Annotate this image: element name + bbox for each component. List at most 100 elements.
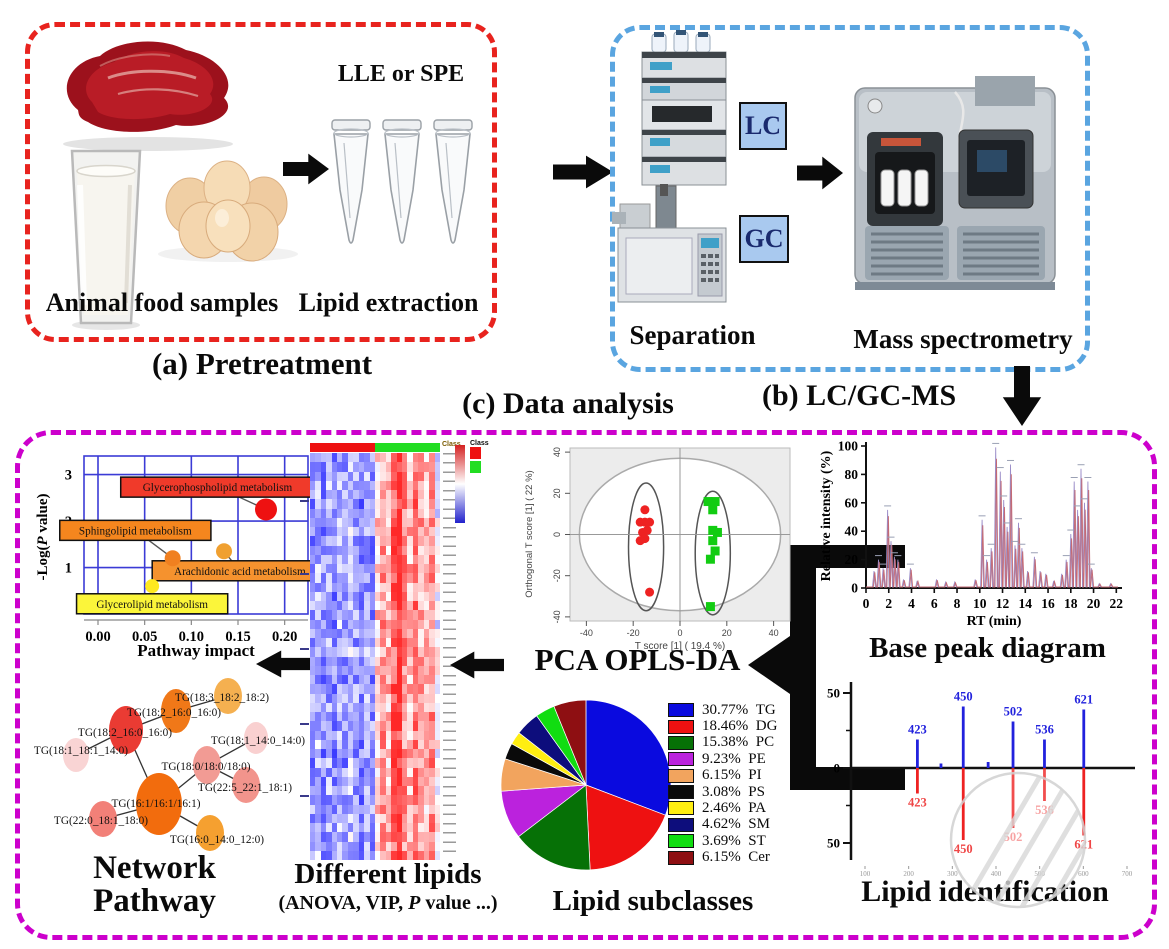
eggs-icon [158,160,298,262]
stats-caption-p: P [408,892,421,914]
pie-legend-swatch [668,834,694,849]
svg-text:Relative intensity (%): Relative intensity (%) [819,450,834,581]
pie-legend-item: 15.38% PC [668,734,777,750]
svg-text:TG(22:5_22:1_18:1): TG(22:5_22:1_18:1) [198,782,292,794]
svg-text:8: 8 [954,596,961,611]
gc-instrument-icon [612,184,727,303]
pie-caption: Lipid subclasses [552,885,754,917]
ms-caption: Mass spectrometry [853,324,1073,354]
svg-text:0: 0 [552,532,562,537]
pie-legend-item: 9.23% PE [668,750,777,767]
heatmap-class-annotation [310,443,440,452]
pie-legend-swatch [668,752,694,767]
svg-text:200: 200 [903,870,914,878]
pie-legend-swatch [668,850,694,865]
svg-text:20: 20 [722,628,732,638]
svg-text:2: 2 [885,596,892,611]
pie-legend-item: 6.15% PI [668,767,777,784]
svg-text:1: 1 [65,561,72,577]
svg-text:536: 536 [1035,803,1054,817]
pie-legend-swatch [668,719,694,734]
svg-text:6: 6 [931,596,938,611]
svg-text:Pathway impact: Pathway impact [137,641,255,660]
bpc-caption: Base peak diagram [869,632,1106,664]
svg-text:40: 40 [769,628,779,638]
svg-text:16: 16 [1041,596,1055,611]
data-analysis-heading: (c) Data analysis [462,387,674,420]
heatmap-annotation-label: Class [442,441,461,448]
svg-text:20: 20 [552,488,562,498]
lcgcms-panel [610,25,1090,372]
pie-legend-item: 6.15% Cer [668,849,777,866]
pretreatment-heading: (a) Pretreatment [151,346,373,381]
legend-red-swatch [470,447,481,459]
svg-text:3: 3 [65,468,72,484]
network-caption-line2: Pathway [93,883,216,919]
svg-text:40: 40 [552,447,562,457]
svg-text:621: 621 [1074,693,1093,707]
svg-text:0.10: 0.10 [179,629,204,645]
svg-text:RT (min): RT (min) [967,614,1022,629]
pie-legend-label: 6.15% Cer [702,849,770,866]
pie-legend-item: 3.69% ST [668,833,777,849]
pie-legend-swatch [668,735,694,750]
milk-glass-icon [70,149,142,330]
svg-text:Orthogonal T score [1] ( 22 %): Orthogonal T score [1] ( 22 %) [524,470,535,597]
svg-text:80: 80 [845,467,859,482]
svg-text:502: 502 [1004,705,1023,719]
pathway-impact-chart: 0.000.050.100.150.20123-Log(P value)Path… [35,455,329,660]
svg-text:502: 502 [1004,830,1023,844]
svg-text:0.20: 0.20 [272,629,297,645]
svg-text:50: 50 [827,686,840,701]
svg-text:TG(22:0_18:1_18:0): TG(22:0_18:1_18:0) [54,815,148,827]
svg-text:-20: -20 [552,569,562,582]
opls-da-chart: -40 -20 0 20 40 -40 -20 0 20 40 Orthogonal T score… [524,447,791,652]
svg-text:TG(16:0_14:0_12:0): TG(16:0_14:0_12:0) [170,834,264,846]
svg-text:TG(18:1_14:0_14:0): TG(18:1_14:0_14:0) [211,735,305,747]
svg-text:0: 0 [851,581,858,596]
pie-legend: 30.77% TG 18.46% DG 15.38% PC 9.23% PE 6.15%… [668,701,777,867]
pie-legend-label: 9.23% PE [702,750,766,767]
svg-text:TG(18:2_16:0_16:0): TG(18:2_16:0_16:0) [78,727,172,739]
pie-legend-item: 2.46% PA [668,800,777,816]
svg-text:450: 450 [954,842,973,856]
pie-legend-label: 2.46% PA [702,800,767,816]
different-lipids-caption: Different lipids [294,858,482,890]
lcgcms-heading: (b) LC/GC-MS [762,379,957,412]
svg-text:TG(16:1/16:1/16:1): TG(16:1/16:1/16:1) [111,798,200,810]
pie-legend-swatch [668,785,694,800]
svg-text:T score [1] ( 19.4 %): T score [1] ( 19.4 %) [635,641,725,652]
pie-legend-item: 3.08% PS [668,784,777,800]
pie-legend-label: 6.15% PI [702,767,762,784]
svg-text:423: 423 [908,796,927,810]
arrow-ms-to-analysis [1002,366,1042,426]
svg-text:40: 40 [845,524,859,539]
hplc-instrument-icon [641,30,727,186]
pca-opls-caption: PCA OPLS-DA [534,642,741,677]
data-analysis-panel [15,430,1157,940]
gc-badge: GC [739,215,789,263]
samples-caption: Animal food samples [45,288,279,317]
stats-caption-post: value ...) [420,892,498,914]
svg-text:-20: -20 [627,628,640,638]
lipid-id-caption: Lipid identification [861,875,1109,908]
pie-legend-label: 30.77% TG [702,701,776,718]
svg-text:TG(18:1_18:1_14:0): TG(18:1_18:1_14:0) [34,745,128,757]
stats-caption: (ANOVA, VIP, P value ...) [258,893,518,914]
svg-text:0.00: 0.00 [85,629,110,645]
svg-text:Arachidonic acid metabolism: Arachidonic acid metabolism [174,566,306,578]
svg-text:50: 50 [827,836,840,851]
svg-text:423: 423 [908,723,927,737]
class-red-bar [310,443,375,452]
separation-caption: Separation [629,320,756,350]
svg-text:0: 0 [834,761,841,776]
pie-legend-swatch [668,703,694,718]
svg-text:TG(18:0/18:0/18:0): TG(18:0/18:0/18:0) [161,761,250,773]
svg-text:100: 100 [860,870,871,878]
svg-text:TG(18:3_18:2_18:2): TG(18:3_18:2_18:2) [175,692,269,704]
heatmap-cells [310,453,440,860]
base-peak-chart: 0 2 4 6 8 10 12 14 16 18 20 22020406080100Relative … [819,439,1123,630]
heatmap-class-legend: Class [470,440,490,475]
svg-text:536: 536 [1035,723,1054,737]
